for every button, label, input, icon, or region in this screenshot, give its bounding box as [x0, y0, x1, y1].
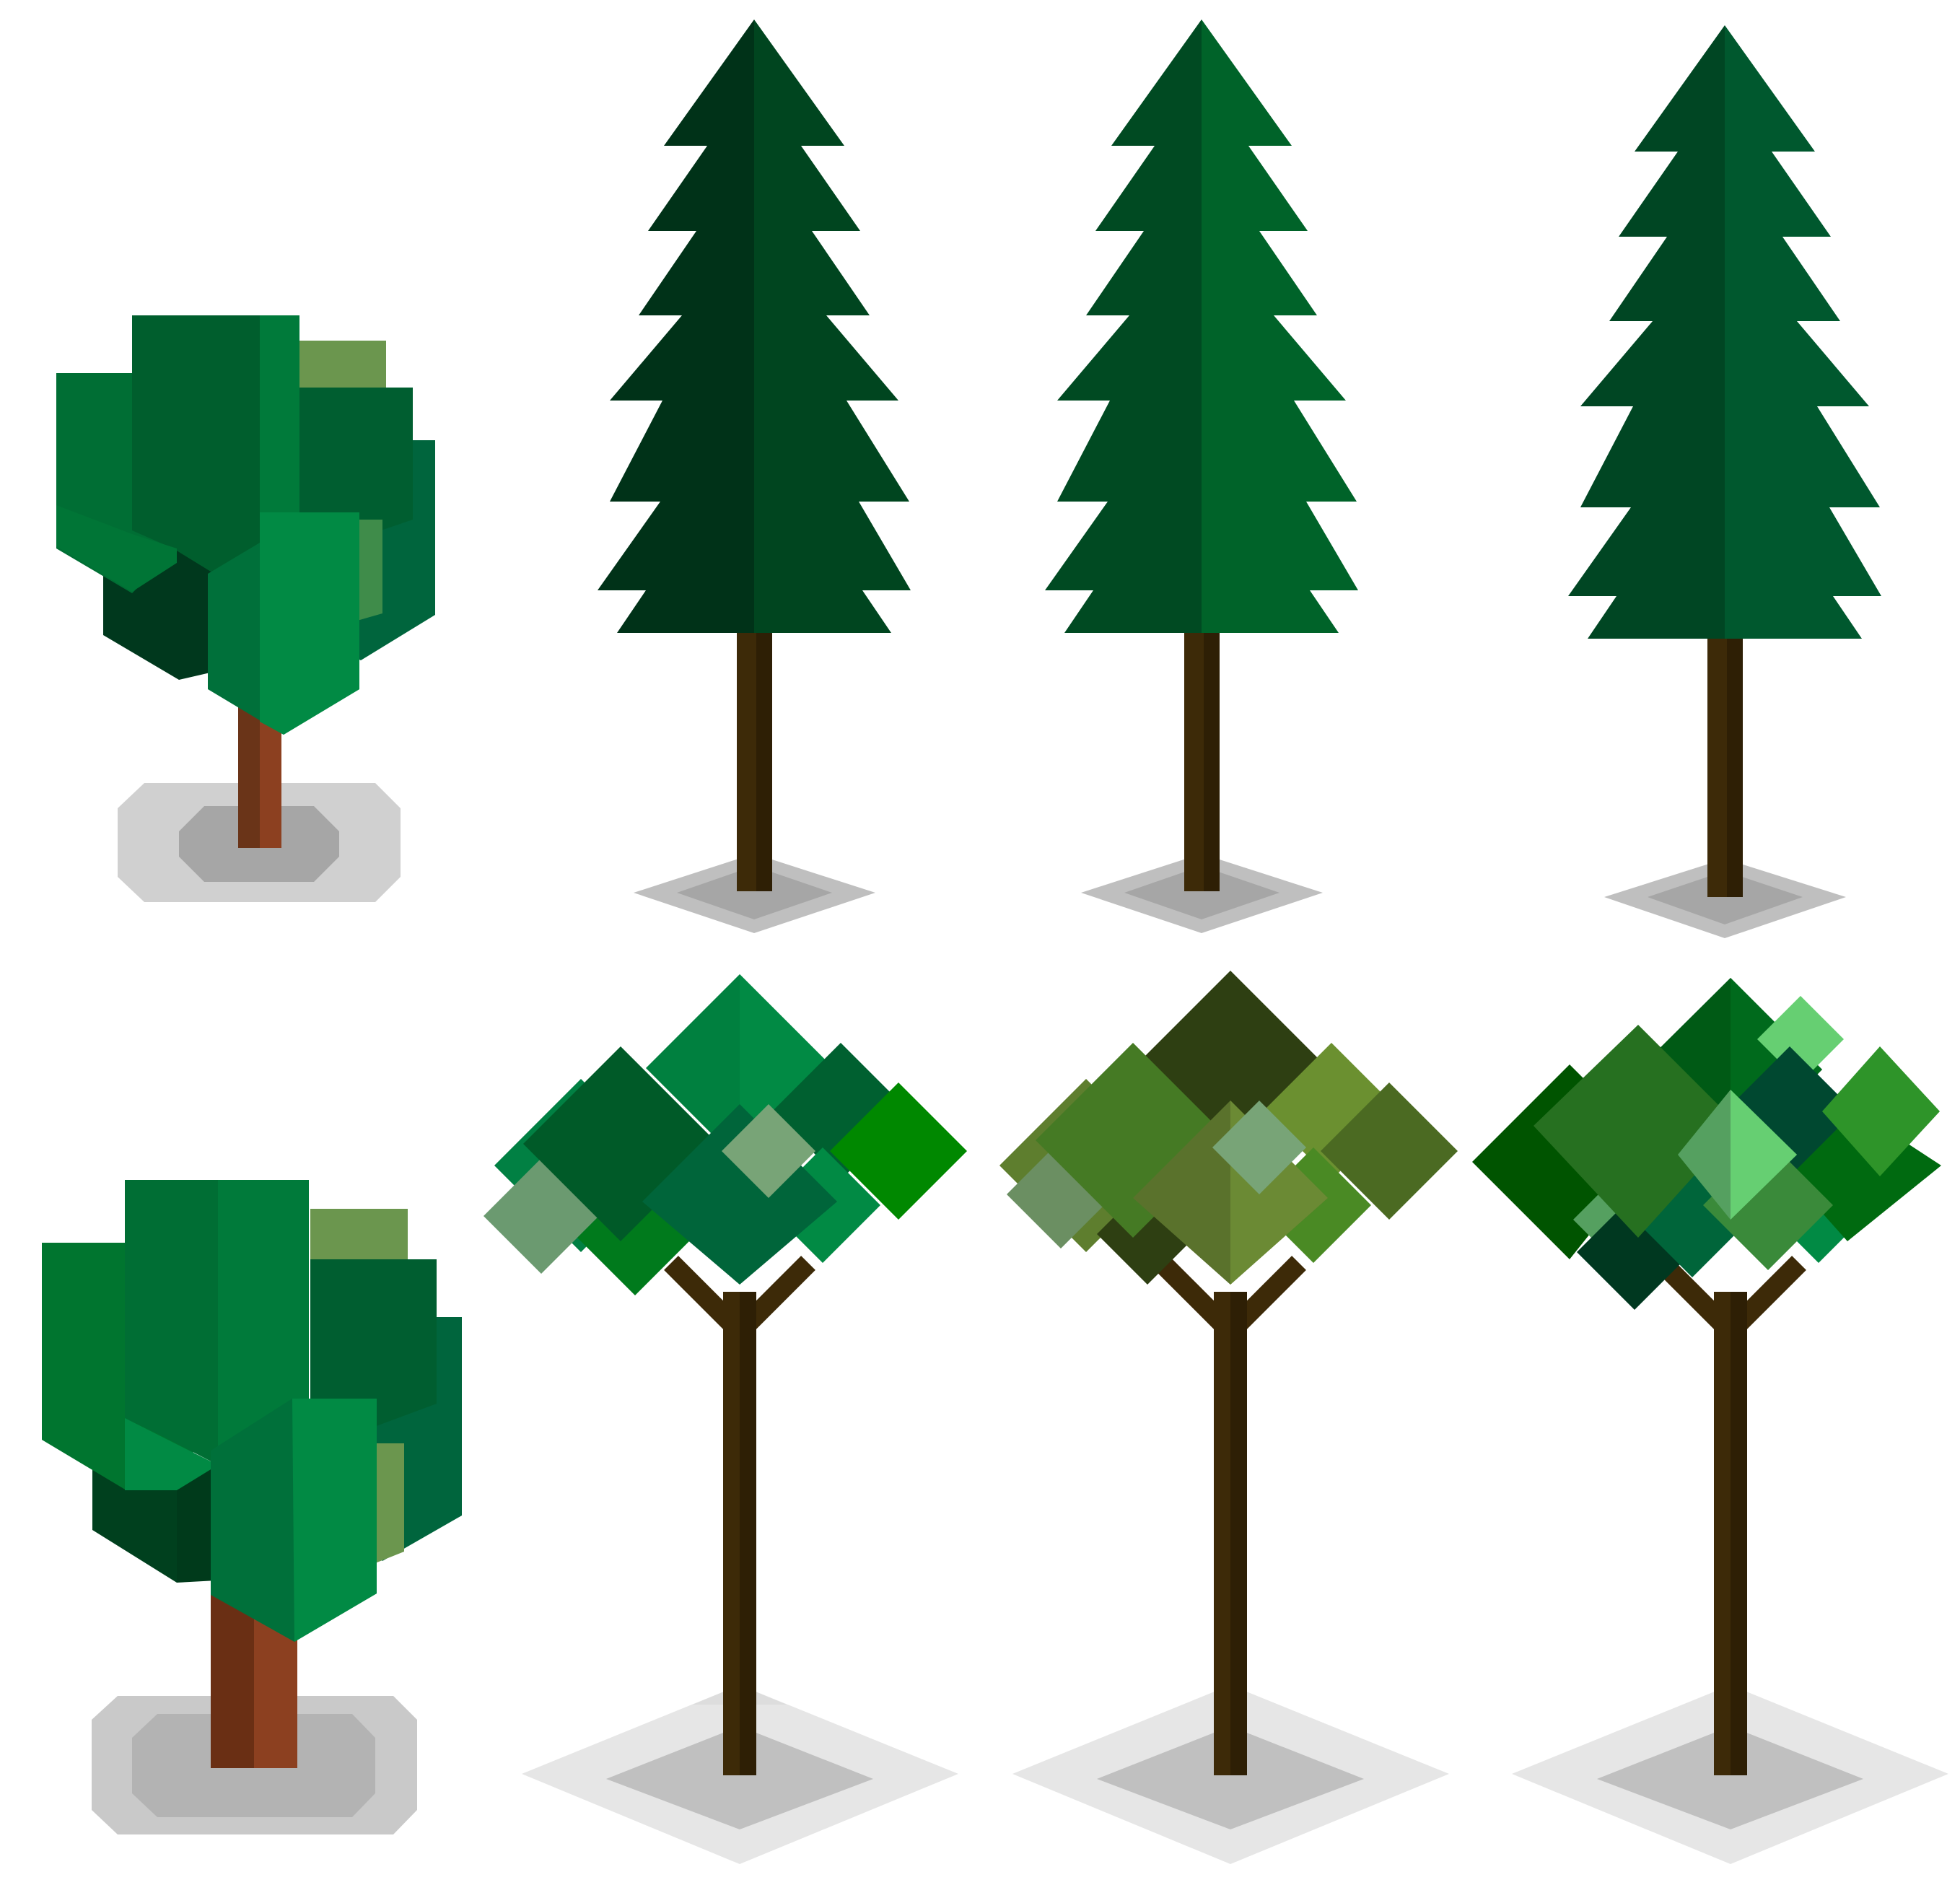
- tile-pine-tree-3: [1568, 25, 1881, 938]
- pine-canopy: [1568, 25, 1881, 639]
- trunk: [1655, 1256, 1806, 1775]
- tile-diamond-tree-mixed: [1472, 978, 1948, 1864]
- diamond-canopy: [484, 974, 967, 1295]
- pine-canopy: [1045, 19, 1358, 633]
- trunk: [1707, 634, 1743, 897]
- trunk: [1155, 1256, 1306, 1775]
- foliage: [56, 315, 435, 735]
- tile-voxel-tree-small: [56, 315, 435, 902]
- tile-pine-tree-1: [598, 19, 911, 933]
- pine-canopy: [598, 19, 911, 633]
- tile-pine-tree-2: [1045, 19, 1358, 933]
- foliage: [42, 1180, 462, 1642]
- ground-shadow: [1604, 859, 1846, 938]
- diamond-canopy: [999, 971, 1458, 1285]
- trunk: [1184, 628, 1220, 891]
- trunk: [664, 1256, 815, 1775]
- diamond-canopy: [1472, 978, 1941, 1310]
- ground-shadow: [1081, 854, 1323, 933]
- tile-diamond-tree-olive: [999, 971, 1458, 1864]
- tile-voxel-tree-large: [42, 1180, 462, 1834]
- tile-diamond-tree-green: [484, 974, 967, 1864]
- ground-shadow: [634, 854, 875, 933]
- trunk: [737, 628, 772, 891]
